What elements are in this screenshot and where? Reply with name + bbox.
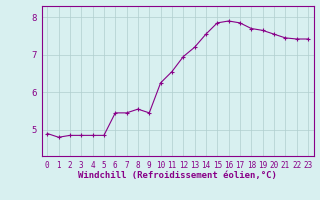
X-axis label: Windchill (Refroidissement éolien,°C): Windchill (Refroidissement éolien,°C) (78, 171, 277, 180)
